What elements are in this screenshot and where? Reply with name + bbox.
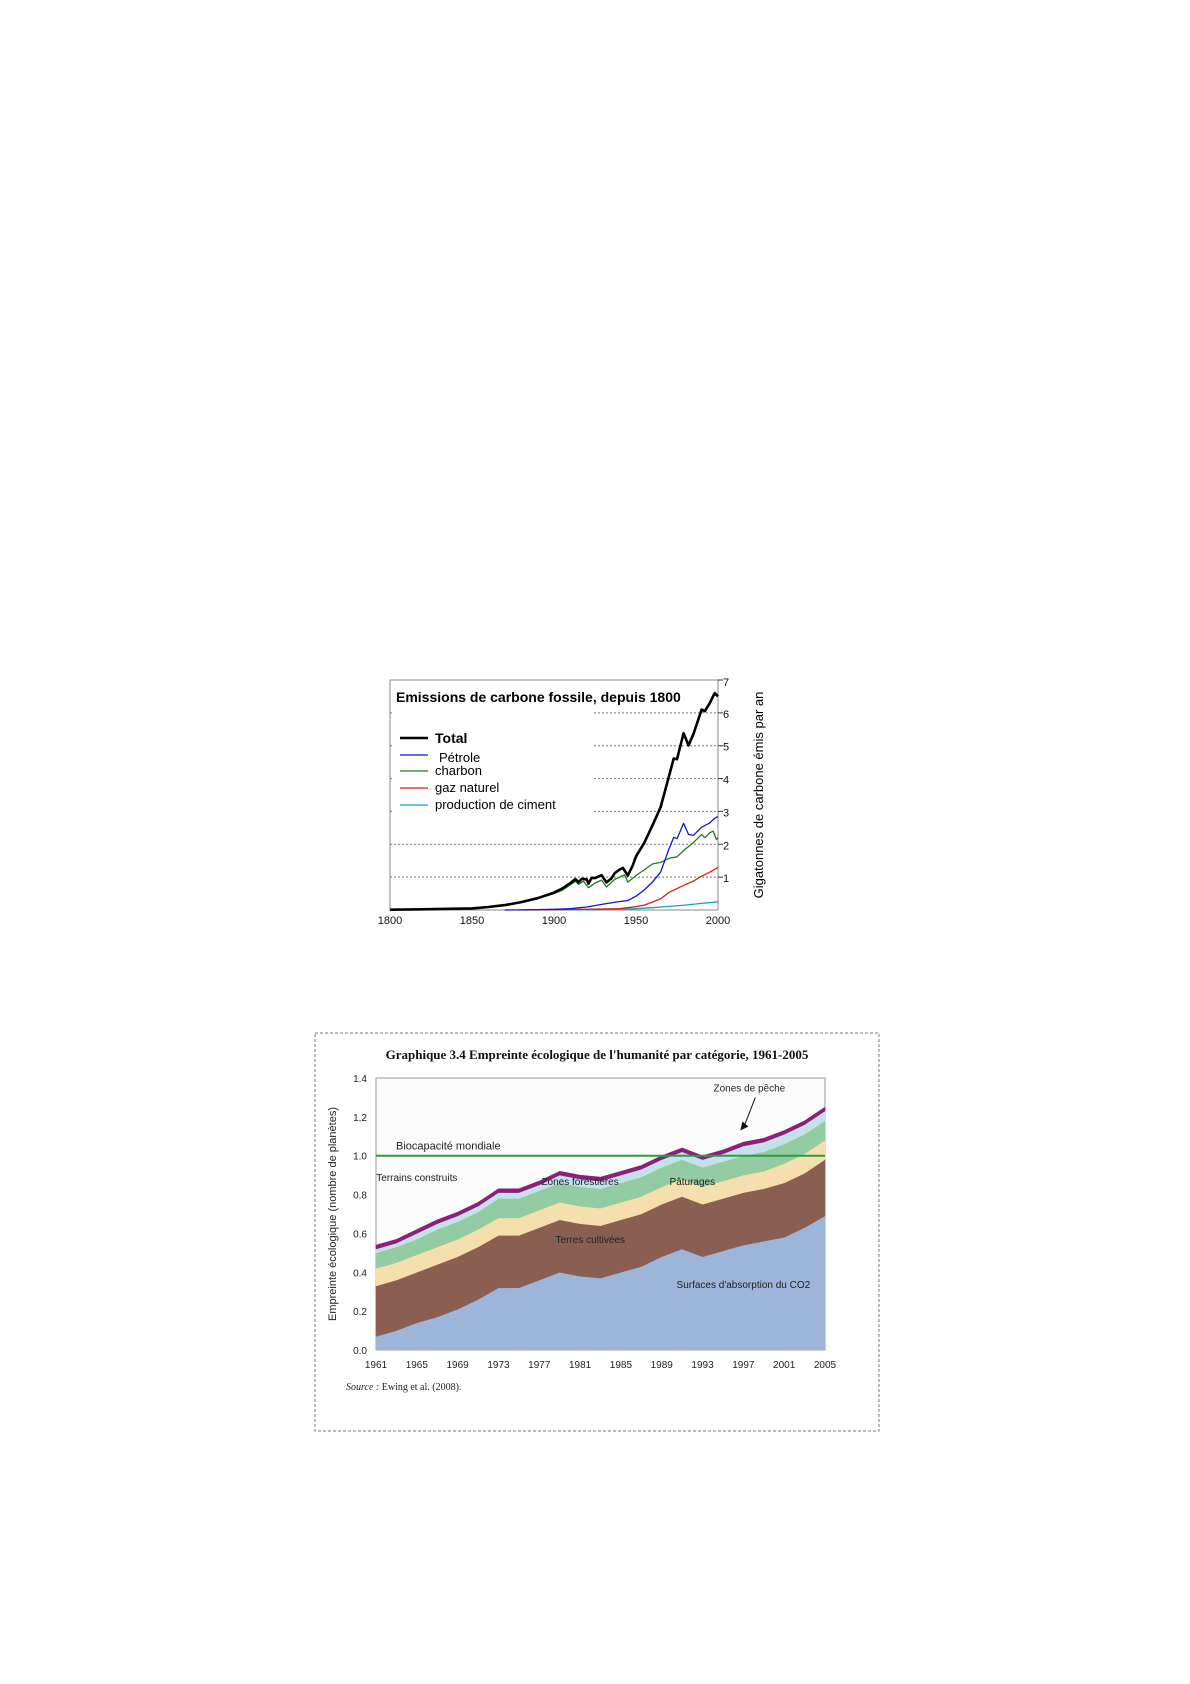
biocapacity-label: Biocapacité mondiale xyxy=(396,1141,501,1153)
x-tick-label: 1900 xyxy=(542,915,566,927)
legend-label-total: Total xyxy=(435,730,467,746)
y-tick-label: 0.0 xyxy=(353,1346,367,1357)
y-axis-label: Empreinte écologique (nombre de planètes… xyxy=(327,1107,339,1321)
y-tick-label: 1 xyxy=(723,873,729,885)
x-tick-label: 1969 xyxy=(447,1360,470,1371)
x-tick-label: 2001 xyxy=(773,1360,796,1371)
y-axis-label: Gigatonnes de carbone émis par an xyxy=(751,692,766,899)
y-tick-label: 7 xyxy=(723,677,729,689)
x-tick-label: 1973 xyxy=(487,1360,510,1371)
y-tick-label: 2 xyxy=(723,840,729,852)
y-tick-label: 6 xyxy=(723,709,729,721)
series-label-surfaces-d-absorption-du-co2: Surfaces d'absorption du CO2 xyxy=(677,1280,811,1291)
legend-label-gaz-naturel: gaz naturel xyxy=(435,780,499,795)
legend-label-charbon: charbon xyxy=(435,763,482,778)
y-tick-label: 1.0 xyxy=(353,1152,367,1163)
source-note: Source : Ewing et al. (2008). xyxy=(346,1382,461,1393)
series-label-paturages: Pâturages xyxy=(670,1177,716,1188)
y-tick-label: 0.2 xyxy=(353,1307,367,1318)
ecological-footprint-chart: Graphique 3.4 Empreinte écologique de l'… xyxy=(314,1032,880,1432)
x-tick-label: 1989 xyxy=(651,1360,674,1371)
x-tick-label: 1993 xyxy=(691,1360,714,1371)
y-tick-label: 3 xyxy=(723,807,729,819)
x-tick-label: 1981 xyxy=(569,1360,592,1371)
y-tick-label: 4 xyxy=(723,775,729,787)
callout-arrow-line xyxy=(743,1097,756,1126)
series-label-zones-forestieres: Zones forestières xyxy=(541,1177,618,1188)
x-tick-label: 2000 xyxy=(706,915,730,927)
series-line-gaz-naturel xyxy=(521,866,719,911)
callout-label-zones-de-peche: Zones de pêche xyxy=(714,1084,786,1095)
source-label: Source : xyxy=(346,1382,379,1393)
chart-title: Emissions de carbone fossile, depuis 180… xyxy=(396,689,681,705)
series-line-total xyxy=(389,691,719,911)
series-label-terrains-construits: Terrains construits xyxy=(376,1173,457,1184)
fossil-carbon-emissions-chart: 1 2 3 4 5 6 7 1800 1850 1900 1950 2000 Emissions de … xyxy=(378,677,766,927)
y-tick-label: 1.2 xyxy=(353,1113,367,1124)
x-tick-label: 2005 xyxy=(814,1360,837,1371)
chart-title: Graphique 3.4 Empreinte écologique de l'… xyxy=(386,1047,809,1062)
legend-label-production-de-ciment: production de ciment xyxy=(435,797,556,812)
series-label-terres-cultivees: Terres cultivées xyxy=(556,1235,625,1246)
legend-label-petrole: Pétrole xyxy=(439,750,480,765)
source-text: Ewing et al. (2008). xyxy=(379,1382,461,1393)
y-tick-label: 0.6 xyxy=(353,1229,367,1240)
legend-background xyxy=(392,682,592,818)
callout-arrowhead xyxy=(740,1121,749,1131)
y-tick-label: 0.8 xyxy=(353,1191,367,1202)
y-tick-label: 0.4 xyxy=(353,1268,367,1279)
y-tick-label: 5 xyxy=(723,742,729,754)
x-tick-label: 1961 xyxy=(365,1360,388,1371)
area-zones-de-peche xyxy=(375,1106,826,1250)
x-tick-label: 1950 xyxy=(624,915,648,927)
x-tick-label: 1997 xyxy=(732,1360,755,1371)
x-tick-label: 1800 xyxy=(378,915,402,927)
series-line-petrole xyxy=(504,815,719,911)
x-tick-label: 1965 xyxy=(406,1360,429,1371)
x-tick-label: 1850 xyxy=(460,915,484,927)
y-tick-label: 1.4 xyxy=(353,1074,367,1085)
x-tick-label: 1977 xyxy=(528,1360,551,1371)
x-tick-label: 1985 xyxy=(610,1360,633,1371)
